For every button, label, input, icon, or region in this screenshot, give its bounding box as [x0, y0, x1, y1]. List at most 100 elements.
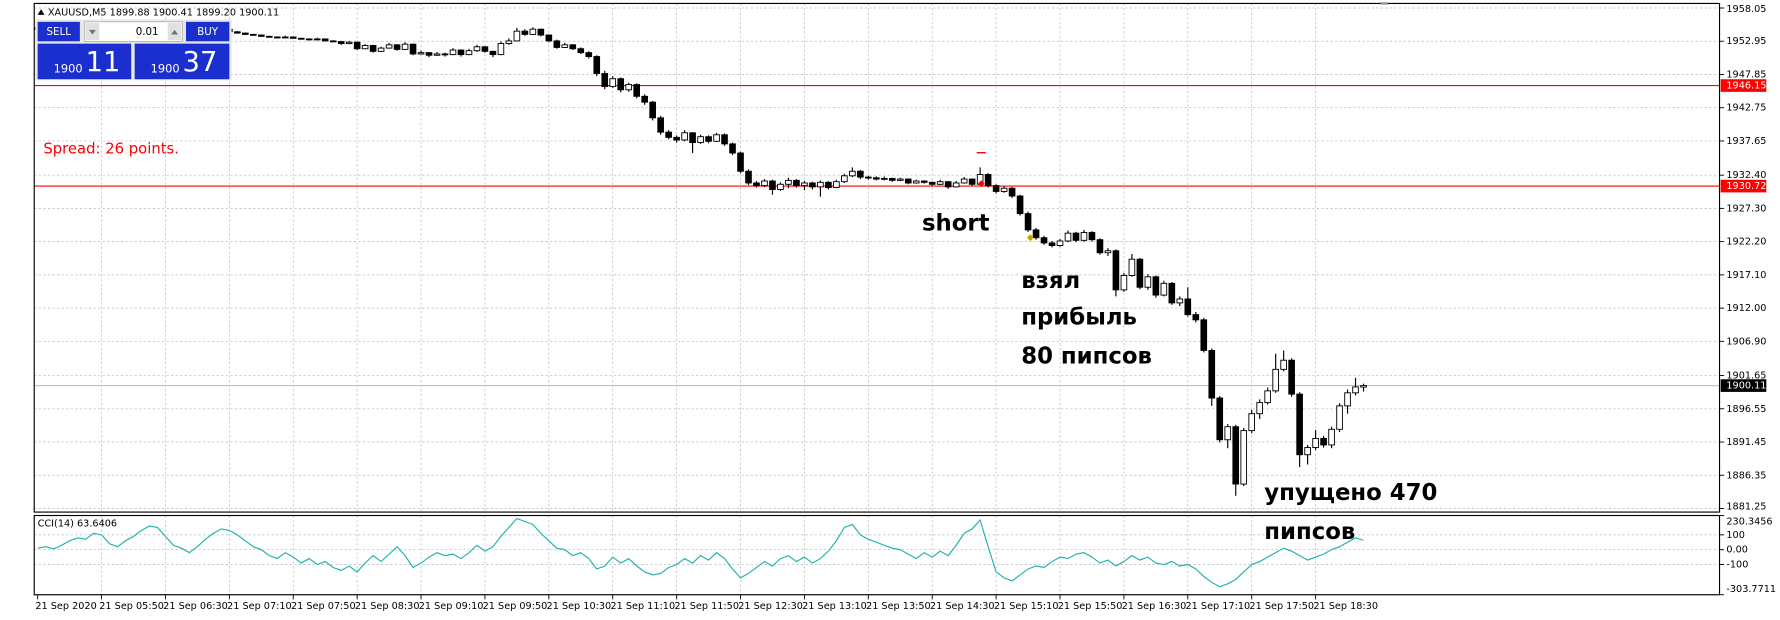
candle-body — [473, 46, 481, 52]
candle-body — [265, 35, 273, 38]
candle-body — [872, 177, 880, 180]
y-tick-label: 1932.40 — [1726, 170, 1766, 181]
bid-digits: 11 — [86, 47, 121, 78]
y-tick-label: 1912.00 — [1726, 303, 1766, 314]
candle-body — [1024, 213, 1032, 231]
annotation-layer: short взял прибыль 80 пипсов упущено 470 пипс… — [922, 210, 1437, 545]
candle-body — [1168, 282, 1176, 304]
bid-prefix: 1900 — [54, 61, 83, 75]
candle-body — [1280, 359, 1287, 370]
candle-body — [904, 178, 912, 184]
candle-body — [289, 36, 297, 39]
x-tick-label: 21 Sep 10:30 — [547, 601, 612, 612]
candle-body — [321, 38, 329, 42]
candle-body — [505, 40, 513, 44]
candle-body — [593, 56, 601, 74]
candle-body — [1064, 232, 1072, 242]
y-tick-label: 1958.05 — [1726, 4, 1766, 15]
candle-body — [601, 73, 609, 87]
x-tick-label: 21 Sep 17:50 — [1249, 601, 1314, 612]
x-tick-label: 21 Sep 07:50 — [291, 601, 356, 612]
candle-body — [234, 31, 241, 34]
x-tick-label: 21 Sep 11:10 — [610, 601, 675, 612]
candle-body — [1320, 437, 1327, 446]
y-tick-label: 1891.45 — [1726, 437, 1766, 448]
candle-body — [513, 30, 521, 42]
candle-body — [697, 136, 704, 144]
collapse-arrow[interactable] — [37, 9, 45, 15]
candle-body — [529, 28, 537, 35]
candle-body — [521, 30, 529, 35]
x-tick-label: 21 Sep 13:50 — [866, 601, 931, 612]
lot-decrease-arrow — [89, 29, 96, 35]
candle-body — [896, 178, 904, 181]
candle-body — [968, 178, 976, 185]
candle-body — [345, 41, 353, 44]
candle-body — [665, 131, 672, 138]
candle-body — [1080, 232, 1088, 241]
candle-body — [242, 32, 249, 35]
cci-frame — [33, 514, 1721, 596]
sell-price-box[interactable] — [37, 43, 132, 80]
candle-body — [393, 44, 401, 50]
buy-button[interactable] — [185, 21, 230, 42]
y-tick-label: 1927.30 — [1726, 203, 1766, 214]
candle-body — [1176, 298, 1184, 304]
candle-body — [1304, 447, 1311, 456]
candle-body — [577, 48, 585, 54]
candle-body — [281, 36, 289, 39]
candle-body — [880, 177, 888, 180]
candle-body — [1008, 187, 1016, 197]
x-tick-label: 21 Sep 07:10 — [227, 601, 292, 612]
candle-body — [337, 41, 345, 44]
candle-body — [497, 43, 505, 56]
candle-body — [1040, 237, 1048, 244]
y-tick-label: 230.3456 — [1726, 516, 1772, 527]
lot-input[interactable] — [84, 21, 183, 42]
ask-prefix: 1900 — [151, 61, 180, 75]
exit-marker — [1026, 234, 1034, 242]
buy-price-box[interactable] — [134, 43, 230, 80]
candle-body — [657, 117, 664, 133]
candle-body — [833, 181, 840, 189]
candle-body — [641, 95, 648, 103]
y-tick-label: -100 — [1726, 560, 1748, 571]
candle-body — [313, 38, 321, 41]
spread-label: Spread: 26 points. — [43, 139, 179, 157]
candle-body — [649, 101, 656, 119]
trade-panel: SELL 0.01 BUY 1900 11 1900 37 — [35, 19, 232, 81]
x-tick-label: 21 Sep 2020 — [35, 601, 96, 612]
candle-body — [1232, 426, 1240, 485]
candle-body — [992, 185, 1000, 192]
annotation: 80 пипсов — [1021, 344, 1152, 370]
candle-body — [793, 179, 800, 187]
candle-body — [1000, 187, 1008, 192]
candle-body — [920, 180, 928, 183]
candle-body — [361, 45, 369, 50]
candle-body — [1224, 426, 1232, 441]
candle-body — [721, 134, 728, 145]
candle-body — [761, 180, 768, 187]
candle-body — [1208, 350, 1216, 399]
candle-layer — [34, 24, 1367, 496]
chart-header: XAUUSD,M5 1899.88 1900.41 1899.20 1900.1… — [48, 8, 279, 19]
candle-body — [681, 132, 688, 141]
x-tick-label: 21 Sep 05:50 — [99, 601, 164, 612]
sell-button[interactable] — [37, 21, 80, 42]
ask-digits: 37 — [183, 47, 218, 78]
x-tick-label: 21 Sep 09:50 — [483, 601, 548, 612]
candle-body — [1032, 229, 1040, 239]
y-tick-label: 1947.85 — [1726, 69, 1766, 80]
y-tick-label: 1922.20 — [1726, 237, 1766, 248]
lot-value: 0.01 — [136, 26, 159, 38]
candle-body — [1104, 250, 1112, 254]
candle-body — [1048, 242, 1056, 246]
candle-body — [705, 136, 712, 142]
candle-body — [297, 37, 305, 40]
candle-body — [849, 170, 856, 177]
x-tick-label: 21 Sep 17:10 — [1186, 601, 1251, 612]
candle-body — [952, 182, 960, 188]
